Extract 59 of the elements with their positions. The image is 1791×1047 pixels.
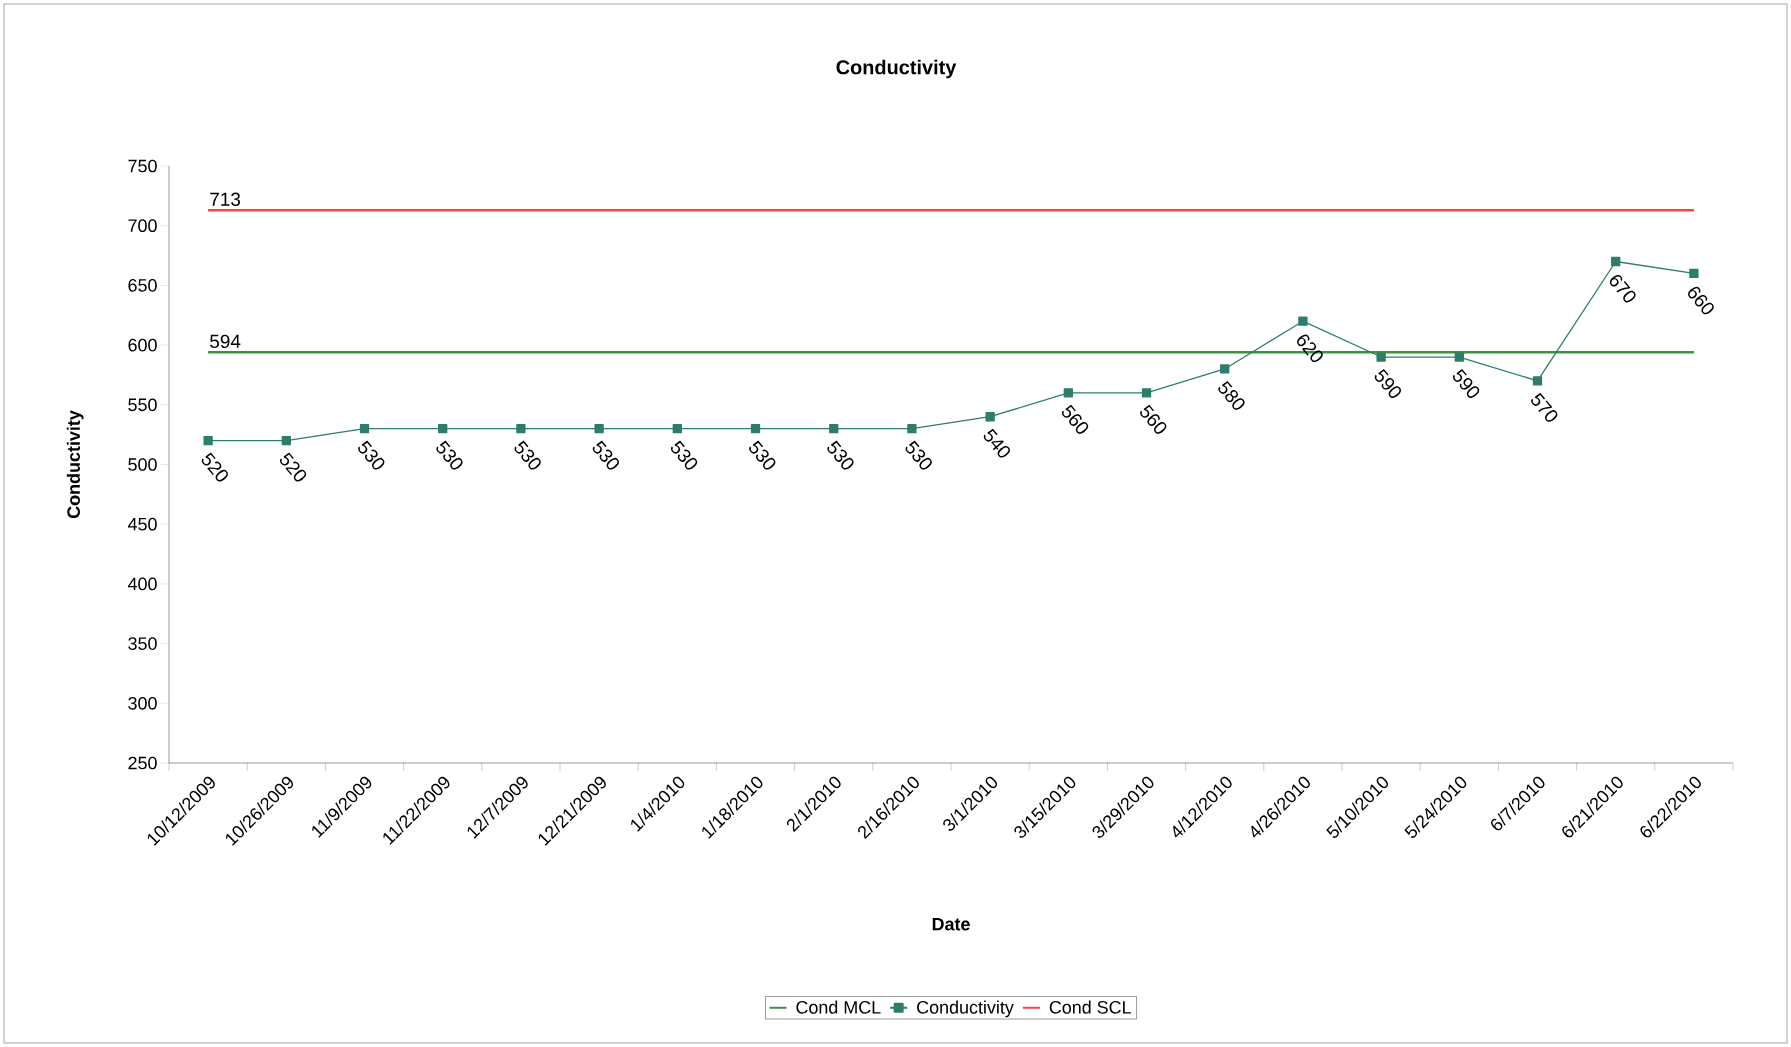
- point: [1611, 256, 1621, 267]
- point: [1376, 352, 1386, 362]
- data-label: 713: [210, 192, 241, 206]
- point: [1689, 268, 1699, 279]
- y-axis-title: Conductivity: [66, 410, 84, 519]
- data-label: 530: [514, 440, 541, 470]
- data-label: 580: [1218, 380, 1245, 410]
- point: [750, 424, 761, 434]
- point: [203, 435, 213, 446]
- point: [359, 424, 370, 434]
- legend-label: Conductivity: [917, 1000, 1014, 1018]
- data-label: 530: [358, 440, 385, 470]
- data-label: 560: [1061, 404, 1089, 434]
- point: [985, 412, 995, 422]
- y-tick-label: 650: [128, 279, 157, 292]
- y-tick-label: 750: [128, 159, 157, 173]
- y-tick-label: 350: [128, 637, 157, 650]
- point: [1532, 376, 1543, 386]
- data-label: 660: [1688, 286, 1714, 315]
- y-tick-label: 300: [128, 696, 157, 710]
- point: [1298, 316, 1308, 326]
- data-label: 530: [670, 440, 698, 470]
- point: [672, 424, 682, 434]
- y-tick-label: 550: [128, 398, 157, 412]
- legend-label: Cond SCL: [1049, 1000, 1131, 1014]
- data-label: 530: [749, 440, 776, 470]
- data-label: 530: [905, 440, 932, 470]
- y-tick-label: 250: [128, 756, 157, 770]
- point: [1220, 364, 1230, 374]
- point: [907, 424, 917, 434]
- data-label: 590: [1374, 368, 1402, 398]
- data-label: 530: [827, 440, 854, 470]
- point: [594, 424, 604, 434]
- data-label: 590: [1452, 368, 1480, 398]
- y-tick-label: 600: [128, 338, 157, 352]
- data-label: 620: [1297, 334, 1323, 363]
- point: [1141, 388, 1152, 398]
- x-axis-title: Date: [932, 917, 970, 931]
- y-tick-label: 450: [127, 517, 157, 531]
- data-label: 530: [436, 440, 463, 470]
- point: [1454, 352, 1464, 362]
- point: [438, 424, 448, 434]
- legend-label: Cond MCL: [796, 1000, 881, 1014]
- y-tick-label: 700: [128, 219, 157, 233]
- data-label: 670: [1609, 274, 1636, 303]
- point: [281, 435, 291, 446]
- data-label: 520: [279, 452, 307, 482]
- data-label: 594: [210, 334, 241, 349]
- point: [516, 424, 526, 434]
- data-label: 560: [1140, 404, 1167, 434]
- data-label: 520: [201, 452, 228, 482]
- y-tick-label: 400: [127, 577, 157, 591]
- data-label: 540: [983, 428, 1010, 458]
- y-tick-label: 500: [128, 458, 157, 471]
- point: [1063, 388, 1073, 398]
- point: [829, 424, 839, 434]
- data-label: 570: [1531, 392, 1558, 422]
- data-label: 530: [592, 440, 619, 470]
- chart-title: Conductivity: [836, 59, 957, 79]
